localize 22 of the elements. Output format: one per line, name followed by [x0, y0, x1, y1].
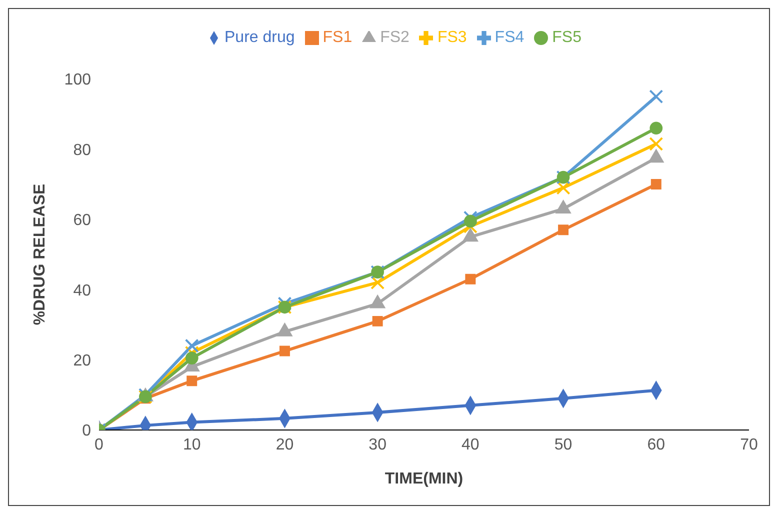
- x-tick-label: 20: [276, 436, 294, 454]
- y-tick-label: 20: [73, 352, 92, 370]
- x-tick-label: 50: [554, 436, 572, 454]
- x-tick-label: 60: [647, 436, 666, 454]
- x-tick-label: 70: [740, 436, 758, 454]
- legend-label: FS4: [494, 29, 524, 46]
- y-tick-label: 40: [73, 282, 92, 300]
- y-tick-label: 0: [82, 422, 92, 440]
- y-tick-label: 60: [73, 212, 92, 230]
- x-tick-label: 0: [94, 436, 104, 454]
- x-tick-label: 30: [368, 436, 387, 454]
- y-axis-title: %DRUG RELEASE: [32, 184, 49, 326]
- legend-label: Pure drug: [224, 29, 295, 46]
- y-tick-label: 100: [64, 72, 92, 89]
- legend-label: FS2: [380, 29, 410, 46]
- y-tick-label: 80: [73, 142, 92, 159]
- x-axis-title: TIME(MIN): [384, 470, 464, 488]
- legend-label: FS3: [437, 29, 467, 46]
- legend-label: FS5: [552, 29, 582, 46]
- x-tick-label: 10: [182, 436, 201, 454]
- legend-label: FS1: [322, 29, 352, 46]
- x-tick-label: 40: [462, 436, 480, 454]
